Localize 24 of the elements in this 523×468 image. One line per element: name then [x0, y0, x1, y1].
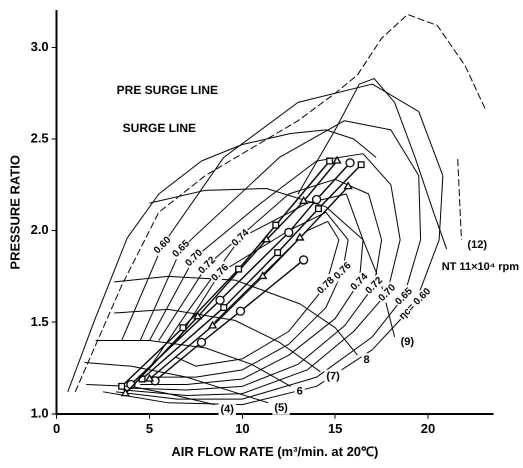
x-tick-label: 20: [420, 421, 436, 436]
y-tick-label: 2.0: [30, 222, 49, 238]
series-label: (12): [467, 238, 488, 251]
series-label: (7): [326, 370, 340, 383]
y-tick-label: 2.5: [30, 130, 49, 146]
x-axis-title: AIR FLOW RATE (m³/min. at 20℃): [171, 444, 378, 459]
series-label: 6: [296, 385, 303, 398]
series-label: (9): [400, 336, 414, 348]
annotation: SURGE LINE: [122, 121, 196, 136]
series-label: 8: [363, 354, 370, 366]
y-tick-label: 3.0: [30, 39, 49, 54]
y-axis-title: PRESSURE RATIO: [7, 154, 22, 270]
x-tick-label: 10: [235, 421, 250, 436]
x-tick-label: 5: [146, 421, 154, 436]
series-label: (4): [220, 404, 234, 416]
y-tick-label: 1.5: [30, 314, 49, 329]
x-tick-label: 15: [328, 421, 342, 436]
y-tick-label: 1.0: [30, 405, 49, 420]
series-label: (5): [274, 402, 288, 414]
x-tick-label: 0: [53, 421, 60, 436]
series-label: NT 11×10⁴ rpm: [442, 260, 520, 273]
annotation: 0.60: [152, 234, 174, 256]
annotation: PRE SURGE LINE: [116, 83, 218, 98]
annotation: 0.74: [230, 227, 252, 249]
